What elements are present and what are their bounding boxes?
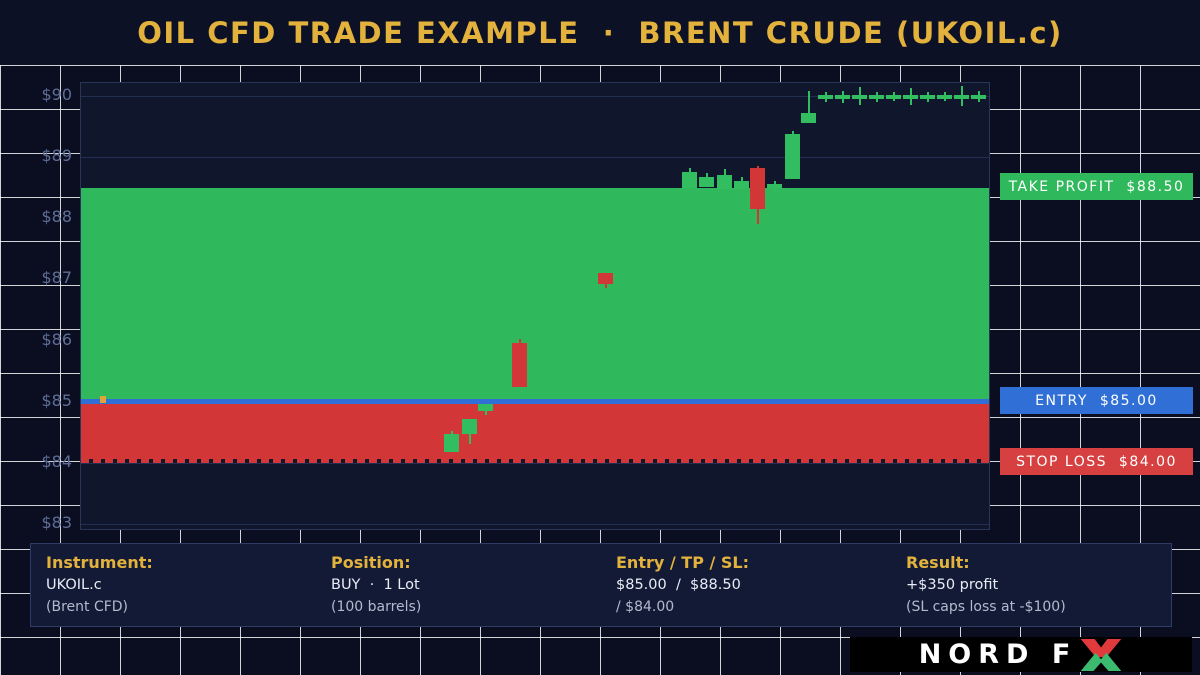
candle <box>920 91 935 103</box>
candle <box>750 165 765 224</box>
price-tick-label: $85 <box>41 390 72 410</box>
summary-instrument-value: UKOIL.c <box>46 577 102 593</box>
candle <box>937 92 952 102</box>
candle <box>785 130 800 180</box>
candle-body <box>478 404 493 411</box>
stop-loss-line <box>81 458 989 463</box>
candle-body <box>734 180 749 189</box>
summary-position-note: (100 barrels) <box>331 599 422 615</box>
entry-tag: ENTRY $85.00 <box>1000 387 1193 415</box>
candle-body <box>852 94 867 99</box>
candle-body <box>767 184 782 188</box>
price-tick-label: $88 <box>41 207 72 227</box>
candle-body <box>444 434 459 452</box>
candle <box>734 177 749 189</box>
candle-body <box>954 94 969 100</box>
candle <box>818 91 833 103</box>
candle-body <box>682 171 697 188</box>
candle <box>767 181 782 191</box>
summary-entry-tp-sl: Entry / TP / SL: $85.00 / $88.50 / $84.0… <box>616 552 749 618</box>
summary-instrument-header: Instrument: <box>46 553 153 572</box>
price-gridline <box>81 96 989 97</box>
candle <box>886 92 901 102</box>
page-title: OIL CFD TRADE EXAMPLE · BRENT CRUDE (UKO… <box>137 15 1063 50</box>
profit-zone <box>81 187 989 399</box>
candle-body <box>750 168 765 210</box>
summary-result: Result: +$350 profit (SL caps loss at -$… <box>906 552 1066 618</box>
candle-body <box>512 342 527 387</box>
candle <box>444 431 459 452</box>
candle <box>717 168 732 189</box>
summary-instrument-note: (Brent CFD) <box>46 599 129 615</box>
price-tick-label: $87 <box>41 268 72 288</box>
candle-body <box>462 419 477 435</box>
candle <box>462 419 477 444</box>
summary-position-header: Position: <box>331 553 411 572</box>
summary-entry-header: Entry / TP / SL: <box>616 553 750 572</box>
title-band: OIL CFD TRADE EXAMPLE · BRENT CRUDE (UKO… <box>0 0 1200 65</box>
price-tick-label: $83 <box>41 513 72 532</box>
candle <box>478 404 493 416</box>
summary-entry-note: / $84.00 <box>616 599 675 615</box>
entry-line <box>81 398 989 404</box>
stop-loss-tag: STOP LOSS $84.00 <box>1000 448 1193 476</box>
candle <box>835 91 850 103</box>
entry-marker <box>100 395 106 403</box>
candle-wick <box>807 91 810 123</box>
price-gridline <box>81 462 989 464</box>
candle <box>869 91 884 103</box>
candle <box>682 168 697 188</box>
nordfx-wordmark: NORD F <box>918 639 1078 670</box>
candle-body <box>886 94 901 99</box>
summary-position-value: BUY · 1 Lot <box>331 577 420 593</box>
candle-body <box>598 272 613 284</box>
price-gridline <box>81 157 989 159</box>
candle <box>598 272 613 288</box>
price-gridline <box>81 524 989 525</box>
price-tick-label: $86 <box>41 329 72 349</box>
summary-instrument: Instrument: UKOIL.c (Brent CFD) <box>46 552 153 618</box>
summary-result-note: (SL caps loss at -$100) <box>906 599 1066 615</box>
candle <box>801 91 816 123</box>
summary-result-header: Result: <box>906 553 970 572</box>
candle <box>512 339 527 387</box>
summary-result-value: +$350 profit <box>906 577 999 593</box>
candle-body <box>903 94 918 100</box>
price-tick-label: $89 <box>41 146 72 166</box>
candle <box>971 91 986 103</box>
nordfx-logo: NORD F <box>850 637 1192 672</box>
candle <box>954 86 969 107</box>
candle <box>903 88 918 105</box>
risk-zone <box>81 403 989 459</box>
candle-body <box>717 174 732 189</box>
summary-position: Position: BUY · 1 Lot (100 barrels) <box>331 552 421 618</box>
take-profit-tag: TAKE PROFIT $88.50 <box>1000 173 1193 201</box>
candle-body <box>785 133 800 180</box>
candlestick-chart <box>80 82 990 530</box>
candle-body <box>699 176 714 188</box>
summary-entry-value: $85.00 / $88.50 <box>616 577 741 593</box>
price-tick-label: $84 <box>41 451 72 471</box>
candle-body <box>920 94 935 100</box>
candle-body <box>801 113 816 123</box>
candle-body <box>971 94 986 100</box>
candle-body <box>937 94 952 99</box>
candle-body <box>869 94 884 100</box>
candle-body <box>835 94 850 100</box>
candle <box>852 86 867 106</box>
candle-body <box>818 94 833 100</box>
trade-summary-panel: Instrument: UKOIL.c (Brent CFD) Position… <box>30 543 1172 627</box>
nordfx-x-icon <box>1081 638 1122 671</box>
price-tick-label: $90 <box>41 85 72 104</box>
candle <box>699 173 714 188</box>
